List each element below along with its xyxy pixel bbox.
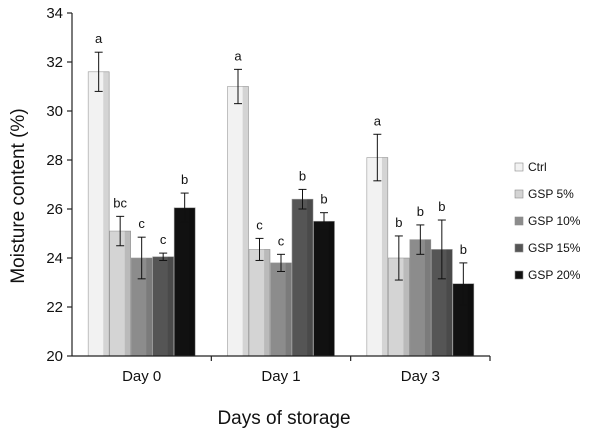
- bar-shade: [446, 249, 453, 356]
- x-tick-label: Day 1: [261, 368, 300, 385]
- significance-letter: b: [181, 172, 188, 187]
- bar-shade: [328, 221, 335, 356]
- bar-shade: [264, 249, 270, 356]
- y-tick-label: 30: [46, 103, 63, 120]
- x-axis-title: Days of storage: [217, 408, 350, 429]
- significance-letter: b: [395, 215, 402, 230]
- legend: Ctrl GSP 5% GSP 10% GSP 15% GSP 20%: [514, 160, 581, 282]
- bar-shade: [381, 157, 388, 356]
- legend-swatch: [514, 270, 524, 280]
- bar-shade: [307, 199, 313, 356]
- y-tick-label: 22: [46, 299, 63, 316]
- significance-letter: b: [438, 199, 445, 214]
- legend-swatch: [514, 162, 524, 172]
- y-tick-label: 34: [46, 5, 63, 22]
- y-tick-label: 20: [46, 348, 63, 365]
- significance-letter: bc: [113, 195, 127, 210]
- bar-shade: [467, 283, 474, 356]
- y-tick-label: 26: [46, 201, 63, 218]
- x-tick-label: Day 3: [401, 368, 440, 385]
- significance-letter: c: [278, 233, 285, 248]
- significance-letter: b: [320, 192, 327, 207]
- bar-shade: [403, 258, 410, 356]
- significance-letter: a: [234, 48, 242, 63]
- bar-shade: [146, 258, 153, 356]
- significance-letter: c: [256, 217, 263, 232]
- y-tick-label: 24: [46, 250, 63, 267]
- bar-shade: [167, 256, 174, 356]
- y-axis-title: Moisture content (%): [8, 108, 29, 283]
- legend-swatch: [514, 243, 524, 253]
- bar-shade: [242, 86, 249, 356]
- legend-label: GSP 5%: [528, 187, 574, 201]
- axes-layer: 20 22 24 26 28 30 32 34 Day 0 Day 1 Day 3: [46, 5, 491, 385]
- bar-shade: [189, 207, 196, 356]
- legend-label: GSP 20%: [528, 268, 581, 282]
- y-tick-label: 32: [46, 54, 63, 71]
- bar-shade: [124, 231, 131, 356]
- x-tick-label: Day 0: [122, 368, 161, 385]
- legend-label: Ctrl: [528, 160, 547, 174]
- significance-letter: a: [374, 113, 382, 128]
- y-tick-label: 28: [46, 152, 63, 169]
- legend-swatch: [514, 216, 524, 226]
- significance-letter: a: [95, 31, 103, 46]
- bar-shade: [103, 71, 110, 357]
- significance-letter: b: [417, 204, 424, 219]
- legend-label: GSP 10%: [528, 214, 581, 228]
- significance-letter: b: [299, 168, 306, 183]
- legend-swatch: [514, 189, 524, 199]
- significance-letter: c: [138, 216, 145, 231]
- bar-shade: [285, 262, 292, 356]
- significance-letter: c: [160, 232, 167, 247]
- legend-label: GSP 15%: [528, 241, 581, 255]
- significance-letter: b: [460, 242, 467, 257]
- bar-shade: [424, 239, 431, 356]
